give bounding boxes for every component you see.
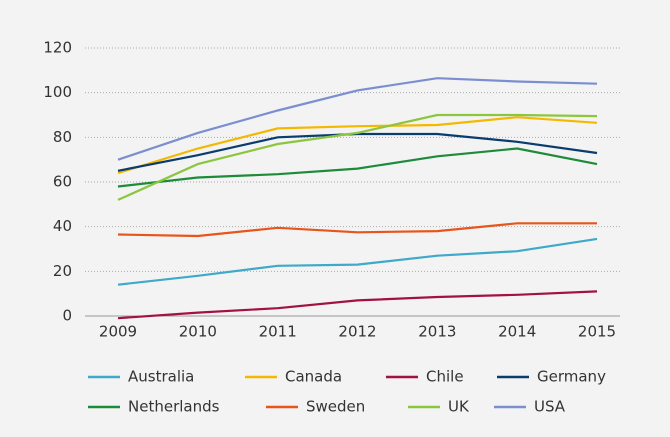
legend-label: UK [448, 398, 470, 416]
series-line [117, 147, 598, 188]
y-tick-label: 120 [43, 39, 72, 57]
y-tick-label: 80 [53, 128, 72, 146]
x-tick-label: 2012 [338, 323, 376, 341]
x-tick-label: 2014 [498, 323, 536, 341]
series-line [117, 237, 598, 286]
x-tick-label: 2009 [99, 323, 137, 341]
legend-label: Canada [285, 368, 342, 386]
y-tick-label: 100 [43, 83, 72, 101]
legend-label: Australia [128, 368, 194, 386]
legend-label: Sweden [306, 398, 365, 416]
y-tick-label: 40 [53, 217, 72, 235]
x-tick-label: 2011 [259, 323, 297, 341]
legend-label: USA [534, 398, 566, 416]
series-line [117, 222, 597, 238]
y-tick-label: 60 [53, 173, 72, 191]
x-tick-label: 2015 [578, 323, 616, 341]
y-tick-label: 0 [62, 307, 72, 325]
series-line [117, 290, 598, 320]
x-tick-label: 2010 [179, 323, 217, 341]
legend-label: Chile [426, 368, 464, 386]
legend-label: Netherlands [128, 398, 220, 416]
series-line [117, 113, 598, 201]
series-line [117, 116, 598, 175]
y-tick-label: 20 [53, 262, 72, 280]
series-line [117, 77, 598, 161]
legend-label: Germany [537, 368, 606, 386]
x-tick-label: 2013 [418, 323, 456, 341]
